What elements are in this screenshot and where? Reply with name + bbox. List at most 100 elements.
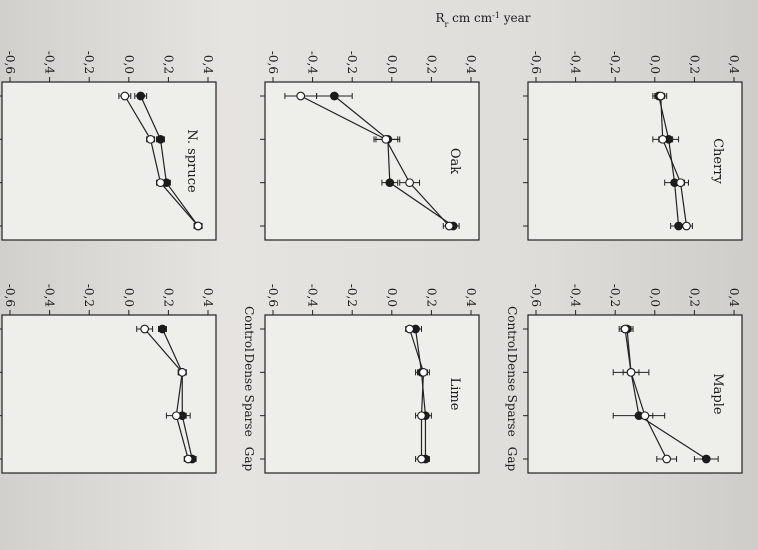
y-tick-label: 0,2 [424,288,438,307]
data-point-open [146,134,155,144]
series-line [626,328,707,460]
x-tick-label: Dense [505,353,519,391]
y-tick-label: 0,4 [201,288,215,307]
y-tick-label: 0,0 [385,288,399,307]
y-tick-label: 0,0 [648,55,662,74]
y-tick-label: 0,4 [201,55,215,74]
y-tick-label: -0,4 [43,51,57,75]
data-point-filled [385,178,395,188]
y-tick-label: -0,6 [266,51,280,74]
data-point-open [640,411,650,421]
x-tick-label: Control [242,306,256,352]
y-tick-label: -0,6 [3,51,17,74]
y-tick-label: -0,4 [569,284,583,308]
data-point-open [658,134,668,144]
data-point-open [417,411,426,421]
y-tick-label: -0,2 [345,284,359,307]
plot-frame [264,314,480,474]
y-tick-label: 0,2 [161,288,175,307]
data-point-open [140,324,149,334]
data-point-open [620,324,630,334]
y-tick-label: -0,2 [608,51,622,74]
data-point-open [296,91,306,101]
y-tick-label: -0,4 [569,51,583,75]
chart-panel: 0,4 0,2 0,0 -0,2 -0,4 -0,6 N. spruce [0,51,217,241]
y-tick-label: 0,2 [424,55,438,74]
y-tick-label: -0,6 [266,284,280,307]
chart-panel: 0,40,20,0-0,2-0,4-0,6ControlDenseSparseG… [0,284,217,474]
data-point-filled [701,454,711,464]
data-point-open [177,367,187,377]
panel-title: Cherry [710,138,725,184]
series-line [660,95,688,227]
series-line [140,95,199,227]
x-tick-label: Gap [505,447,519,472]
data-point-open [183,454,193,464]
plot-frame [1,81,217,241]
series-line [624,328,668,460]
data-point-open [656,91,666,101]
y-tick-label: -0,6 [3,284,17,307]
y-tick-label: 0,2 [687,288,701,307]
series-line [334,95,454,227]
data-point-open [120,91,130,101]
x-tick-label: Gap [242,447,256,472]
y-tick-label: -0,4 [306,284,320,308]
series-line [414,328,427,459]
plot-frame [264,81,480,241]
x-tick-label: Sparse [242,395,256,437]
series-line [124,95,199,227]
y-tick-label: 0,4 [727,55,741,74]
y-tick-label: -0,6 [529,284,543,307]
data-point-open [381,134,391,144]
data-point-open [156,178,165,188]
y-tick-label: -0,2 [82,51,96,74]
y-tick-label: 0,0 [122,55,136,74]
panel-title: Maple [710,373,725,415]
y-tick-label: -0,4 [306,51,320,75]
data-point-filled [158,324,167,334]
y-tick-label: 0,2 [687,55,701,74]
series-line [409,328,425,459]
y-tick-label: 0,4 [464,288,478,307]
plot-frame [527,81,743,241]
y-tick-label: 0,0 [648,288,662,307]
y-tick-label: 0,0 [385,55,399,74]
data-point-open [682,221,691,231]
series-line [161,328,193,460]
data-point-open [405,178,414,188]
series-line [300,95,450,227]
x-tick-label: Dense [242,353,256,391]
data-point-filled [136,91,146,101]
chart-panel: 0,4 0,2 0,0 -0,2 -0,4 -0,6 Oak [260,51,480,241]
data-point-filled [330,91,339,101]
y-tick-label: -0,2 [82,284,96,307]
data-point-open [662,454,672,464]
y-tick-label: 0,0 [122,288,136,307]
data-point-open [171,411,181,421]
x-tick-label: Sparse [505,395,519,437]
data-point-open [417,454,426,464]
panel-title: Lime [447,378,462,411]
y-tick-label: 0,4 [464,55,478,74]
y-tick-label: 0,4 [727,288,741,307]
panel-title: Oak [447,148,462,174]
data-point-open [405,324,414,334]
data-point-open [419,367,428,377]
series-line [144,328,189,460]
y-tick-label: -0,2 [608,284,622,307]
data-point-filled [156,134,165,144]
chart-panel: 0,4 0,2 0,0 -0,2 -0,4 -0,6 Cherry [523,51,743,241]
x-tick-label: Control [505,306,519,352]
y-tick-label: -0,4 [43,284,57,308]
plot-frame [1,314,217,474]
data-point-open [193,221,203,231]
y-tick-label: 0,2 [161,55,175,74]
data-point-open [676,178,685,188]
y-tick-label: -0,6 [529,51,543,74]
panel-title: N. spruce [184,129,199,193]
shared-y-axis-label: Rr cm cm-1 year [435,11,530,29]
